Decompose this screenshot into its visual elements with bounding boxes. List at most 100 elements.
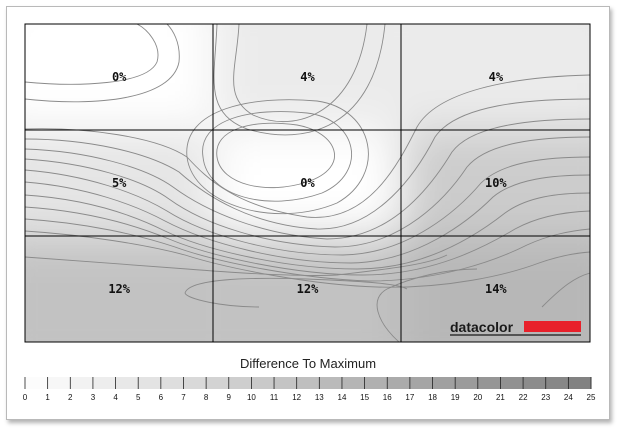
datacolor-logo: datacolor [450, 319, 581, 336]
contour-line [25, 192, 590, 270]
legend-tick-label: 17 [405, 393, 414, 402]
contour-line [25, 118, 590, 240]
legend-tick-label: 16 [383, 393, 392, 402]
contour-line [202, 111, 352, 202]
legend-tick-label: 11 [270, 393, 279, 402]
contour-line [25, 24, 180, 103]
heatmap-area [25, 24, 590, 342]
legend-swatch [115, 377, 139, 389]
legend-swatch [70, 377, 94, 389]
uniformity-chart: 0% 4% 4% 5% 0% 10% 12% 12% 14% datacolor Differe… [23, 23, 596, 402]
contour-line [233, 24, 368, 123]
contour-lines [25, 24, 590, 342]
legend-tick-label: 25 [587, 393, 596, 402]
cell-label: 14% [485, 282, 507, 296]
cell-label: 10% [485, 176, 507, 190]
cell-label: 0% [300, 176, 315, 190]
legend-swatch [47, 377, 71, 389]
logo-bar [524, 321, 581, 332]
legend-swatch [432, 377, 456, 389]
cell-labels: 0% 4% 4% 5% 0% 10% 12% 12% 14% [108, 70, 507, 296]
legend-title: Difference To Maximum [240, 356, 376, 371]
legend-swatch [319, 377, 343, 389]
legend-swatch [296, 377, 320, 389]
cell-label: 12% [297, 282, 319, 296]
contour-line [25, 156, 590, 256]
contour-line [541, 272, 590, 308]
chart-frame: 0% 4% 4% 5% 0% 10% 12% 12% 14% datacolor Differe… [6, 6, 610, 420]
legend-swatch [138, 377, 162, 389]
legend-tick-label: 5 [136, 393, 141, 402]
legend-tick-label: 15 [360, 393, 369, 402]
legend-swatch [364, 377, 388, 389]
legend-tick-label: 22 [519, 393, 528, 402]
heatmap-cell [25, 130, 214, 236]
legend-tick-label: 19 [451, 393, 460, 402]
heatmap-cells [25, 24, 590, 342]
legend-tick-label: 18 [428, 393, 437, 402]
heatmap-cell [25, 236, 214, 342]
legend-swatch [183, 377, 207, 389]
cell-label: 12% [108, 282, 130, 296]
contour-line [25, 174, 590, 264]
heatmap-cell [401, 130, 590, 236]
legend-tick-label: 4 [113, 393, 118, 402]
legend-tick-label: 10 [247, 393, 256, 402]
legend-tick-label: 20 [473, 393, 482, 402]
legend-swatch [500, 377, 524, 389]
legend-tick-label: 2 [68, 393, 73, 402]
contour-line [25, 24, 159, 85]
legend-tick-label: 6 [159, 393, 164, 402]
contour-line [25, 206, 590, 276]
plot-border [24, 23, 591, 343]
color-legend: 0 1 2 3 4 5 6 7 8 9 10 11 12 13 14 15 16 17 18 19 20 21 22 23 24… [23, 377, 596, 402]
heatmap-cell [213, 130, 402, 236]
legend-swatch [206, 377, 230, 389]
legend-swatch [477, 377, 501, 389]
contour-line [25, 74, 590, 218]
legend-tick-label: 24 [564, 393, 573, 402]
cell-label: 5% [112, 176, 127, 190]
contour-line [213, 24, 386, 136]
contour-line [25, 254, 448, 276]
legend-swatch [92, 377, 117, 389]
contour-line [184, 277, 408, 308]
legend-tick-label: 9 [227, 393, 232, 402]
contour-line [25, 136, 590, 248]
legend-tick-label: 8 [204, 393, 209, 402]
heatmap-cell [401, 236, 590, 342]
legend-tick-label: 7 [181, 393, 186, 402]
grid-lines [24, 23, 591, 343]
cell-label: 0% [112, 70, 127, 84]
legend-tick-label: 12 [292, 393, 301, 402]
legend-tick-label: 1 [45, 393, 50, 402]
legend-swatch [25, 377, 49, 389]
heatmap-cell [213, 24, 402, 130]
contour-line [216, 122, 335, 189]
heatmap-cell [25, 24, 214, 130]
cell-label: 4% [489, 70, 504, 84]
legend-swatch [251, 377, 275, 389]
legend-swatch [409, 377, 434, 389]
cell-label: 4% [300, 70, 315, 84]
contour-line [25, 98, 590, 230]
contour-line [186, 99, 369, 215]
legend-tick-label: 0 [23, 393, 28, 402]
legend-swatch [341, 377, 366, 389]
legend-swatch [387, 377, 411, 389]
legend-tick-label: 3 [91, 393, 96, 402]
legend-swatch [545, 377, 569, 389]
legend-swatch [160, 377, 184, 389]
contour-line [25, 230, 590, 288]
contour-line [376, 268, 478, 342]
heatmap-cell [401, 24, 590, 130]
logo-text: datacolor [450, 319, 514, 335]
legend-swatch [523, 377, 547, 389]
heatmap-shading [25, 24, 590, 342]
legend-swatch [568, 377, 592, 389]
legend-tick-label: 14 [338, 393, 347, 402]
legend-tick-label: 23 [541, 393, 550, 402]
legend-tick-label: 13 [315, 393, 324, 402]
legend-swatch [228, 377, 252, 389]
legend-tick-label: 21 [496, 393, 505, 402]
